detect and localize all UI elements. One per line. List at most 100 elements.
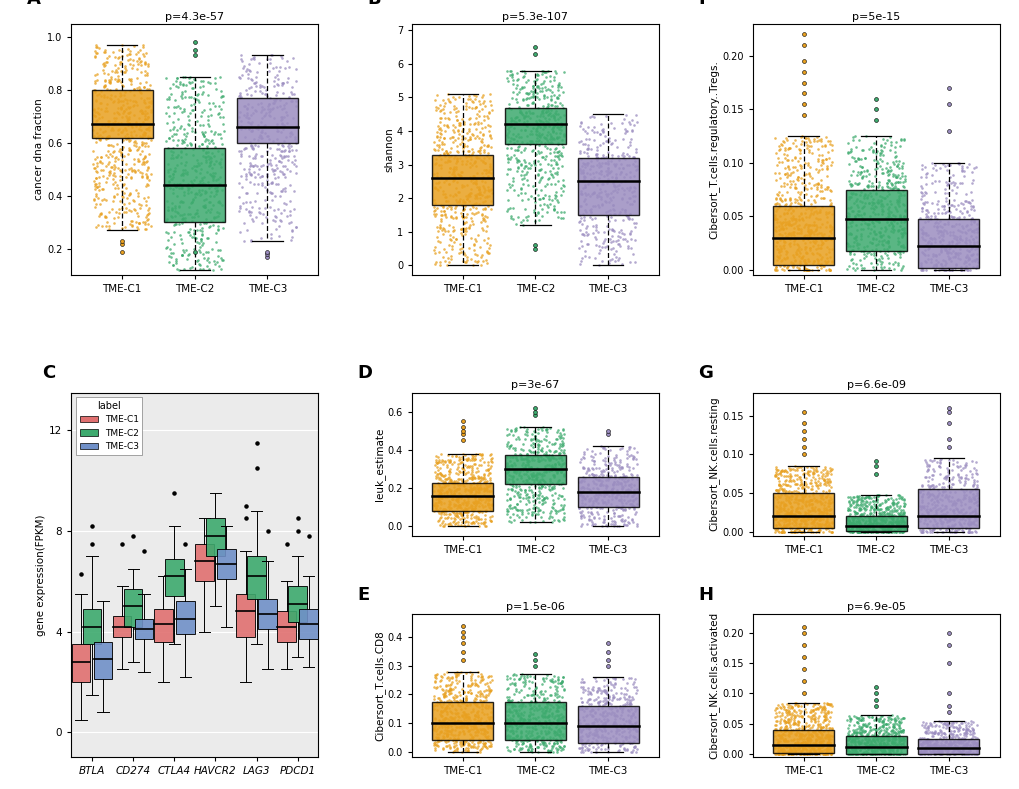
- Point: [547, 464, 564, 477]
- Point: [525, 446, 541, 458]
- Point: [584, 731, 600, 744]
- Point: [799, 481, 815, 494]
- Point: [966, 512, 982, 525]
- Point: [944, 453, 960, 466]
- Point: [914, 748, 930, 761]
- Point: [881, 205, 898, 218]
- Point: [852, 737, 868, 750]
- Point: [890, 712, 906, 724]
- Point: [795, 651, 811, 664]
- Point: [852, 227, 868, 240]
- Point: [466, 504, 482, 517]
- Bar: [217, 548, 235, 579]
- Point: [543, 675, 559, 687]
- Point: [791, 727, 807, 740]
- Point: [890, 721, 906, 734]
- Point: [505, 698, 522, 711]
- Point: [438, 727, 454, 739]
- Point: [117, 181, 133, 194]
- Point: [966, 262, 982, 275]
- Point: [428, 170, 444, 182]
- Point: [798, 748, 814, 761]
- Point: [873, 747, 890, 760]
- Point: [613, 202, 630, 215]
- Point: [967, 525, 983, 538]
- Point: [91, 133, 107, 145]
- Point: [941, 738, 957, 750]
- Point: [451, 152, 468, 165]
- Point: [458, 714, 474, 727]
- Point: [784, 226, 800, 238]
- Point: [918, 736, 934, 749]
- Point: [607, 686, 624, 699]
- Point: [594, 709, 610, 722]
- Point: [945, 525, 961, 538]
- Point: [579, 237, 595, 250]
- Point: [203, 125, 219, 137]
- Point: [444, 675, 461, 688]
- Point: [867, 712, 883, 725]
- Point: [808, 465, 824, 477]
- Point: [540, 172, 556, 185]
- Point: [930, 748, 947, 761]
- Point: [810, 149, 826, 162]
- Point: [426, 712, 442, 725]
- Point: [842, 518, 858, 530]
- Point: [583, 205, 599, 218]
- Point: [114, 124, 130, 136]
- Point: [814, 485, 830, 498]
- Point: [799, 132, 815, 144]
- Point: [874, 728, 891, 741]
- Point: [932, 518, 949, 530]
- Point: [865, 748, 881, 761]
- Point: [879, 204, 896, 217]
- Point: [846, 248, 862, 260]
- Point: [431, 483, 447, 495]
- Point: [439, 195, 455, 208]
- Point: [114, 245, 130, 258]
- Point: [548, 464, 565, 477]
- Point: [581, 204, 597, 216]
- Point: [820, 731, 837, 744]
- Point: [167, 100, 183, 113]
- Point: [864, 196, 880, 209]
- Point: [287, 221, 304, 234]
- Point: [878, 503, 895, 515]
- Point: [590, 187, 606, 200]
- Point: [471, 701, 487, 713]
- Point: [531, 454, 547, 467]
- Point: [774, 236, 791, 249]
- Point: [282, 234, 299, 246]
- Point: [932, 739, 949, 752]
- Point: [454, 712, 471, 724]
- Point: [259, 53, 275, 65]
- Point: [119, 43, 136, 56]
- Point: [461, 712, 477, 725]
- Point: [121, 142, 138, 155]
- Point: [123, 78, 140, 91]
- Point: [794, 735, 810, 748]
- Point: [212, 178, 228, 190]
- Point: [629, 116, 645, 129]
- Point: [137, 140, 153, 152]
- Point: [131, 43, 148, 56]
- Point: [922, 748, 938, 761]
- Point: [460, 686, 476, 698]
- Point: [784, 214, 800, 226]
- Point: [852, 152, 868, 165]
- Point: [929, 720, 946, 732]
- Point: [604, 185, 621, 197]
- Point: [868, 214, 884, 226]
- Point: [540, 107, 556, 120]
- Point: [839, 522, 855, 534]
- Point: [781, 717, 797, 730]
- Point: [453, 738, 470, 750]
- Point: [433, 204, 449, 217]
- Point: [521, 734, 537, 746]
- Point: [451, 499, 468, 511]
- Point: [606, 736, 623, 749]
- Point: [459, 499, 475, 511]
- Point: [965, 505, 981, 518]
- Point: [257, 127, 273, 140]
- Point: [888, 203, 904, 215]
